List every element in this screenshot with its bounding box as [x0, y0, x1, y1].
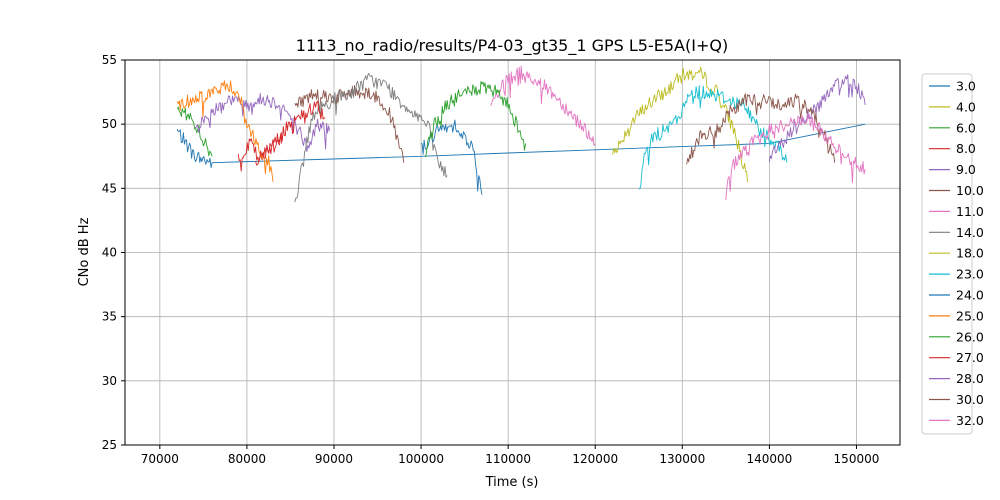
legend-entry: 11.0	[956, 204, 984, 219]
y-tick-label: 30	[102, 374, 117, 388]
series-line-11-0	[490, 65, 596, 146]
series-line-26-0	[424, 80, 527, 158]
x-tick-label: 150000	[834, 452, 880, 466]
series-line-25-0	[176, 80, 274, 182]
legend-entry: 10.0	[956, 183, 984, 198]
legend-entry: 8.0	[956, 141, 976, 156]
x-tick-label: 80000	[228, 452, 266, 466]
series-line-9-0	[194, 93, 331, 152]
y-axis-ticks: 25 30 35 40 45 50 55	[102, 53, 125, 452]
legend-entry: 9.0	[956, 162, 976, 177]
x-axis-label: Time (s)	[485, 475, 539, 490]
legend-entry: 28.0	[956, 371, 984, 386]
legend-entry: 4.0	[956, 99, 976, 114]
y-tick-label: 50	[102, 117, 117, 131]
legend-entry: 3.0	[956, 79, 976, 94]
series-line-30-0	[686, 93, 836, 165]
legend-entry: 27.0	[956, 350, 984, 365]
y-tick-label: 55	[102, 53, 117, 67]
legend-entry: 25.0	[956, 308, 984, 323]
series-line-10-0	[294, 85, 405, 163]
legend-entry: 26.0	[956, 329, 984, 344]
y-tick-label: 40	[102, 246, 117, 260]
series-line-4-0	[612, 66, 749, 182]
x-tick-label: 110000	[485, 452, 531, 466]
x-tick-label: 100000	[398, 452, 444, 466]
series-line-32-0	[725, 113, 866, 201]
legend-entry: 6.0	[956, 120, 976, 135]
x-tick-label: 140000	[746, 452, 792, 466]
y-tick-label: 35	[102, 310, 117, 324]
series-line-28-0	[768, 74, 866, 162]
legend-box	[921, 73, 973, 435]
legend-entry: 32.0	[956, 413, 984, 428]
chart-title: 1113_no_radio/results/P4-03_gt35_1 GPS L…	[296, 36, 728, 56]
series-line-27-0	[255, 100, 326, 166]
y-tick-label: 45	[102, 181, 117, 195]
legend: 3.0 4.0 6.0 8.0 9.0 10.0 11.0 14.0 18.0 23.0 24.0 2…	[921, 73, 984, 435]
series-line-14-0	[294, 72, 448, 203]
x-axis-ticks: 70000 80000 90000 100000 110000 120000 130000 1…	[141, 445, 880, 466]
legend-entry: 18.0	[956, 246, 984, 261]
series-lines	[176, 65, 866, 203]
series-line-6-0	[176, 106, 213, 157]
y-axis-label: CNo dB Hz	[77, 217, 92, 286]
x-tick-label: 90000	[315, 452, 353, 466]
x-tick-label: 70000	[141, 452, 179, 466]
legend-entry: 14.0	[956, 225, 984, 240]
x-tick-label: 120000	[572, 452, 618, 466]
legend-entry: 24.0	[956, 288, 984, 303]
legend-entry: 30.0	[956, 392, 984, 407]
x-tick-label: 130000	[659, 452, 705, 466]
series-line-3-0	[176, 123, 866, 169]
y-tick-label: 25	[102, 438, 117, 452]
legend-entry: 23.0	[956, 267, 984, 282]
